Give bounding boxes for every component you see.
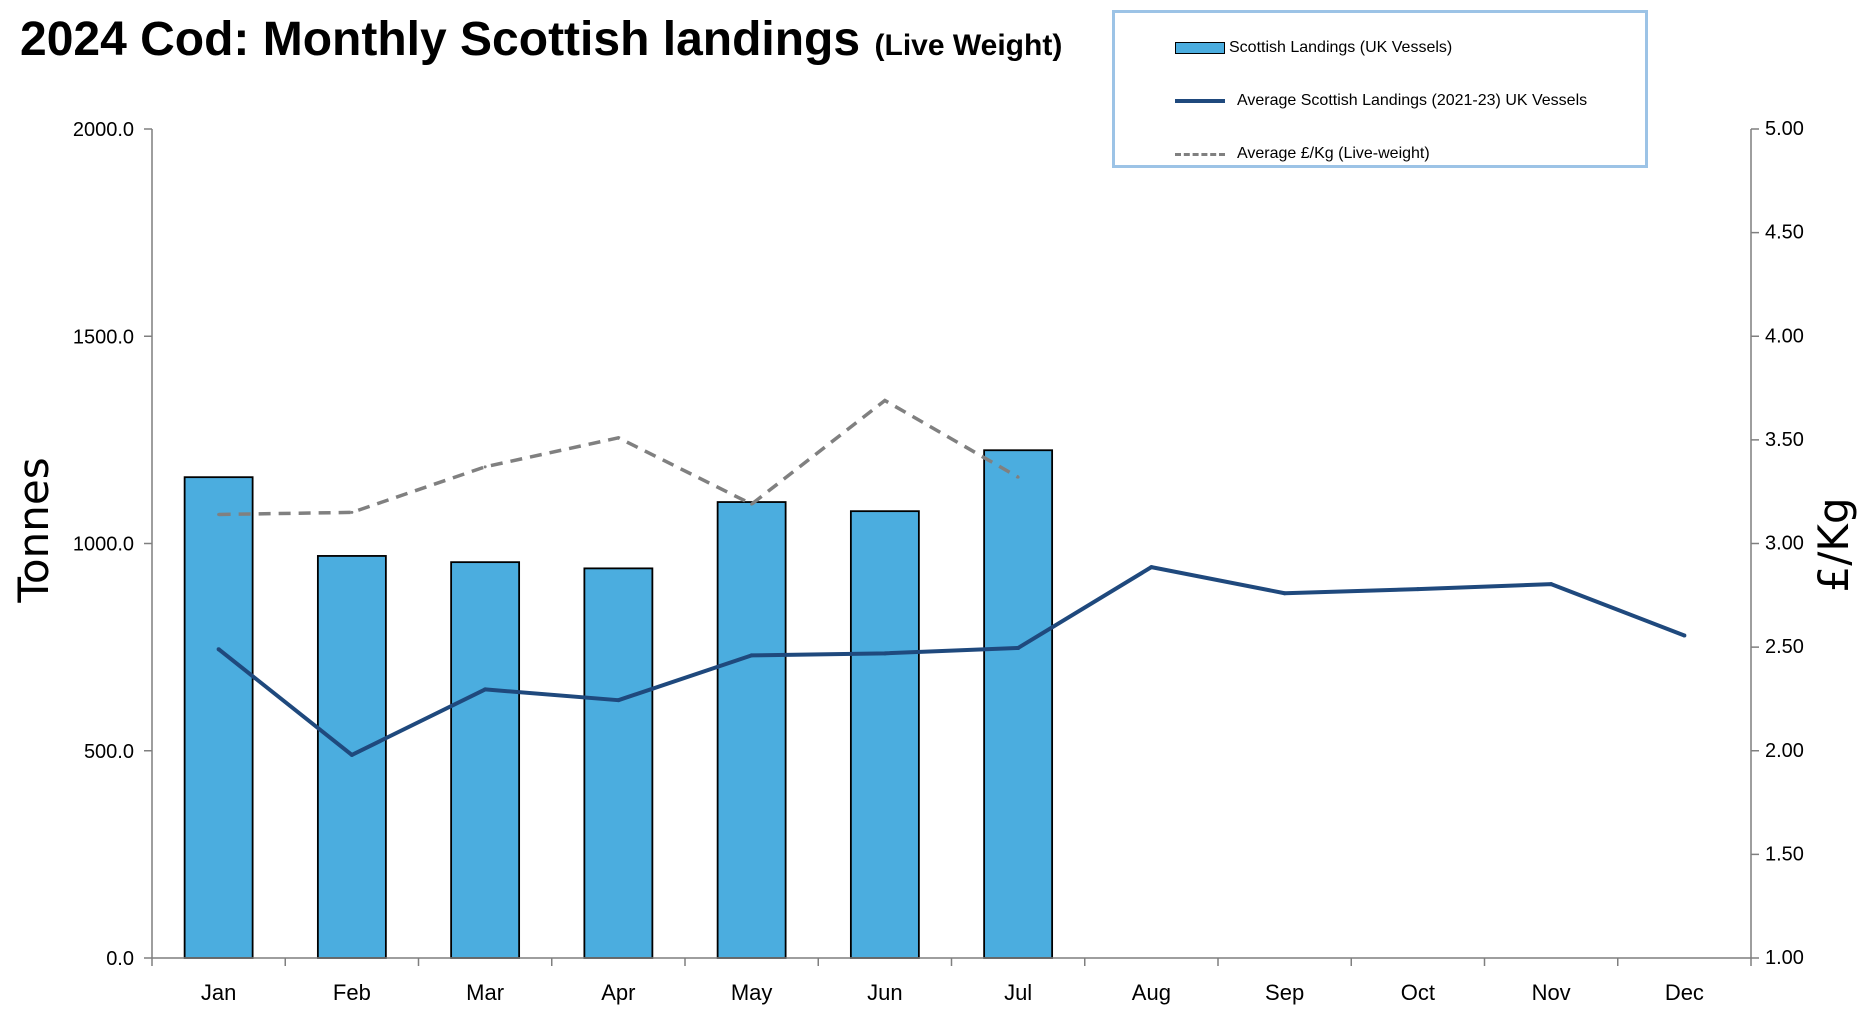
axes-layer (144, 128, 1759, 966)
y-tick-label-right: 4.50 (1765, 222, 1804, 244)
y-tick-label-right: 2.00 (1765, 740, 1804, 762)
average-landings-point-nov (1549, 582, 1554, 587)
y-tick-label-right: 5.00 (1765, 118, 1804, 140)
average-landings-point-mar (483, 687, 488, 692)
y-tick-label-left: 1000.0 (73, 534, 134, 556)
bar-jan (183, 476, 254, 959)
average-landings-point-oct (1415, 587, 1420, 592)
legend-item-price: Average £/Kg (Live-weight) (1175, 143, 1430, 165)
x-tick-label-mar: Mar (466, 980, 504, 1005)
bars-layer (183, 449, 1054, 959)
legend-item-landings: Scottish Landings (UK Vessels) (1175, 37, 1452, 59)
y-tick-label-right: 2.50 (1765, 636, 1804, 658)
y-tick-label-left: 500.0 (84, 741, 134, 763)
legend-swatch-dashed (1175, 152, 1225, 156)
lines-layer (216, 398, 1687, 757)
chart-title: 2024 Cod: Monthly Scottish landings (Liv… (20, 12, 1062, 67)
average-landings-point-aug (1149, 565, 1154, 570)
average-landings-point-jun (882, 651, 887, 656)
y-axis-title-right: £/Kg (1809, 497, 1858, 592)
y-tick-label-left: 2000.0 (73, 119, 134, 141)
x-tick-label-dec: Dec (1665, 980, 1704, 1005)
average-landings-point-apr (616, 698, 621, 703)
average-landings-point-feb (349, 752, 354, 757)
average-landings-point-jul (1016, 645, 1021, 650)
average-landings-point-dec (1682, 633, 1687, 638)
average-landings-point-sep (1282, 591, 1287, 596)
legend-label-landings: Scottish Landings (UK Vessels) (1229, 39, 1453, 56)
y-tick-label-right: 3.50 (1765, 429, 1804, 451)
price-point-jan (217, 512, 221, 516)
legend: Scottish Landings (UK Vessels) Average S… (1112, 10, 1648, 168)
labels-layer: 0.0 500.0 1000.0 1500.0 2000.0 1.00 1.50 2.00 2.… (73, 118, 1804, 1005)
x-tick-label-nov: Nov (1532, 980, 1571, 1005)
average-landings-point-jan (216, 647, 221, 652)
y-tick-label-left: 0.0 (106, 948, 134, 970)
y-tick-label-right: 3.00 (1765, 533, 1804, 555)
average-landings-point-may (749, 653, 754, 658)
price-point-jun (883, 398, 887, 402)
chart-subtitle: (Live Weight) (874, 29, 1063, 62)
bar-apr (583, 567, 654, 959)
price-point-may (750, 502, 754, 506)
x-tick-label-may: May (731, 980, 773, 1005)
average-landings-line (217, 565, 1686, 757)
legend-label-average: Average Scottish Landings (2021-23) UK V… (1237, 92, 1588, 109)
chart-title-main: 2024 Cod: Monthly Scottish landings (20, 13, 861, 66)
y-tick-label-right: 1.00 (1765, 947, 1804, 969)
legend-label-price: Average £/Kg (Live-weight) (1237, 145, 1430, 162)
x-tick-label-oct: Oct (1401, 980, 1435, 1005)
bar-feb (316, 555, 387, 959)
price-dashed-line (218, 398, 1019, 517)
bar-mar (450, 561, 521, 959)
y-axis-title-left: Tonnes (9, 457, 58, 603)
legend-item-average: Average Scottish Landings (2021-23) UK V… (1175, 90, 1587, 112)
x-tick-label-aug: Aug (1132, 980, 1171, 1005)
bar-jul (983, 449, 1054, 959)
x-tick-label-jun: Jun (867, 980, 902, 1005)
y-tick-label-right: 1.50 (1765, 843, 1804, 865)
bar-may (716, 501, 787, 959)
price-point-apr (616, 436, 620, 440)
x-tick-label-jan: Jan (201, 980, 236, 1005)
y-tick-label-left: 1500.0 (73, 326, 134, 348)
price-point-mar (483, 465, 487, 469)
legend-swatch-bar (1175, 42, 1225, 54)
bar-jun (849, 510, 920, 959)
x-tick-label-apr: Apr (601, 980, 635, 1005)
x-tick-label-sep: Sep (1265, 980, 1304, 1005)
y-tick-label-right: 4.00 (1765, 325, 1804, 347)
x-tick-label-jul: Jul (1004, 980, 1032, 1005)
x-tick-label-feb: Feb (333, 980, 371, 1005)
price-point-feb (350, 510, 354, 514)
legend-swatch-line (1175, 99, 1225, 103)
price-point-jul (1016, 475, 1020, 479)
